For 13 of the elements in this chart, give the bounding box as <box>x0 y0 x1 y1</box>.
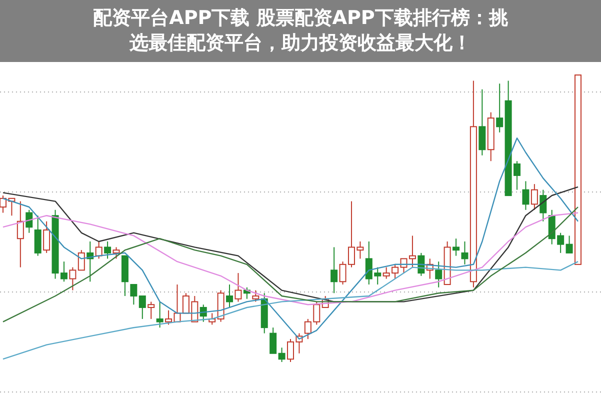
candlestick <box>16 200 24 268</box>
candlestick <box>34 215 42 256</box>
candlestick <box>26 209 33 234</box>
candlestick <box>470 80 477 288</box>
candlestick <box>148 301 155 320</box>
candlestick <box>452 238 460 256</box>
candlestick <box>278 347 286 362</box>
candlestick <box>330 246 338 294</box>
candlestick <box>461 240 468 265</box>
candlestick <box>478 88 486 156</box>
candlestick <box>522 180 530 210</box>
chart-title: 配资平台APP下载 股票配资APP下载排行榜：挑选最佳配资平台，助力投资收益最大化！ <box>92 6 509 56</box>
candlestick <box>496 83 504 133</box>
